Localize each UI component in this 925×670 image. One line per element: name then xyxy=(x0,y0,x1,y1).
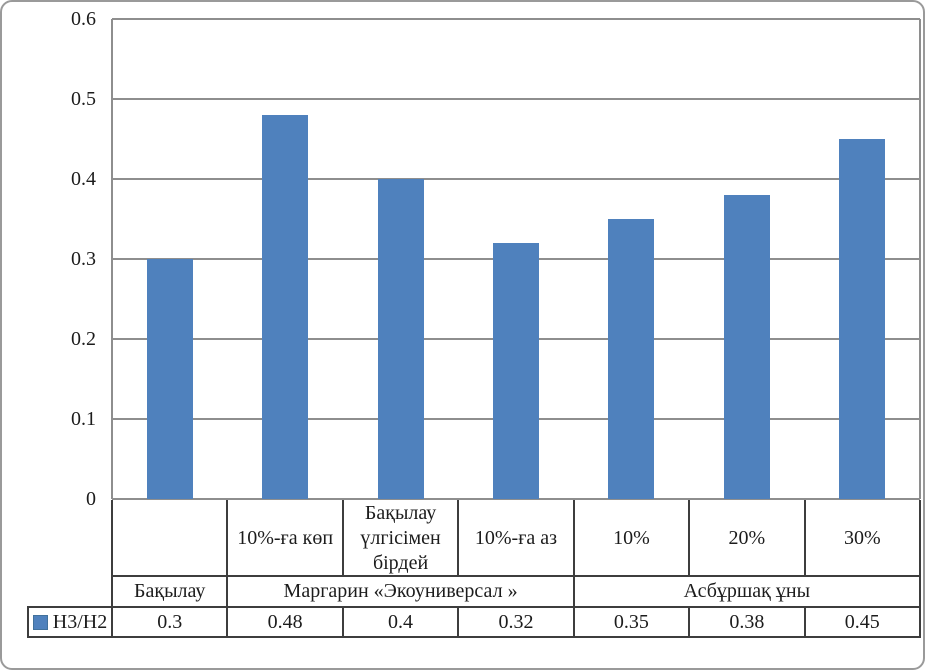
category-cell: Бақылау үлгісімен бірдей xyxy=(360,501,441,574)
value-cell: 0.4 xyxy=(388,610,414,633)
y-tick-label: 0.3 xyxy=(71,248,96,270)
table-divider xyxy=(688,607,691,637)
plot-top-border xyxy=(112,18,920,20)
table-divider xyxy=(341,500,344,576)
category-cell: 20% xyxy=(728,526,766,549)
table-divider xyxy=(111,607,113,637)
plot-right-border xyxy=(919,19,921,499)
y-tick-label: 0 xyxy=(86,488,96,510)
bar xyxy=(493,243,539,499)
x-axis-line xyxy=(112,498,920,500)
table-divider xyxy=(572,576,575,607)
value-cell: 0.45 xyxy=(844,610,880,633)
category-group-cell: Асбұршақ ұны xyxy=(683,580,811,602)
table-divider xyxy=(226,607,229,637)
y-tick-label: 0.4 xyxy=(71,168,96,190)
table-divider xyxy=(27,636,921,638)
table-divider xyxy=(803,500,806,576)
table-divider xyxy=(572,607,575,637)
y-tick-label: 0.5 xyxy=(71,88,96,110)
table-divider xyxy=(226,576,229,607)
y-tick-label: 0.1 xyxy=(71,408,96,430)
category-group-cell: Бақылау xyxy=(134,580,206,602)
table-divider xyxy=(572,500,575,576)
table-divider xyxy=(457,607,460,637)
value-cell: 0.3 xyxy=(157,610,183,633)
table-divider xyxy=(919,576,921,607)
gridline xyxy=(112,98,920,100)
bar xyxy=(723,195,770,499)
value-cell: 0.32 xyxy=(498,610,534,633)
table-divider xyxy=(341,607,344,637)
bar xyxy=(146,259,193,499)
bar xyxy=(262,115,309,499)
bar xyxy=(377,179,424,499)
value-cell: 0.48 xyxy=(267,610,303,633)
category-cell: 30% xyxy=(843,526,881,549)
bar xyxy=(608,219,655,499)
table-divider xyxy=(803,607,806,637)
table-divider xyxy=(457,500,460,576)
value-cell: 0.38 xyxy=(729,610,765,633)
category-cell: 10%-ға аз xyxy=(474,526,558,549)
table-divider xyxy=(688,500,691,576)
table-divider xyxy=(27,607,29,637)
table-divider xyxy=(111,575,921,577)
gridline xyxy=(112,178,920,180)
value-cell: 0.35 xyxy=(613,610,649,633)
bar xyxy=(839,139,886,499)
y-tick-label: 0.6 xyxy=(71,8,96,30)
legend-color-swatch xyxy=(32,614,48,630)
table-divider xyxy=(919,607,921,637)
category-cell: 10% xyxy=(613,526,650,549)
legend-series-label: Н3/Н2 xyxy=(52,610,108,633)
table-divider xyxy=(111,500,113,576)
table-divider xyxy=(111,576,113,607)
category-cell xyxy=(112,500,227,576)
category-group-cell: Маргарин «Экоуниверсал » xyxy=(283,580,518,602)
table-divider xyxy=(919,500,921,576)
plot-left-border xyxy=(111,19,113,499)
category-cell: 10%-ға көп xyxy=(237,526,334,549)
table-divider xyxy=(27,606,921,608)
legend-cell: Н3/Н2 xyxy=(28,607,112,637)
table-divider xyxy=(226,500,229,576)
y-tick-label: 0.2 xyxy=(71,328,96,350)
